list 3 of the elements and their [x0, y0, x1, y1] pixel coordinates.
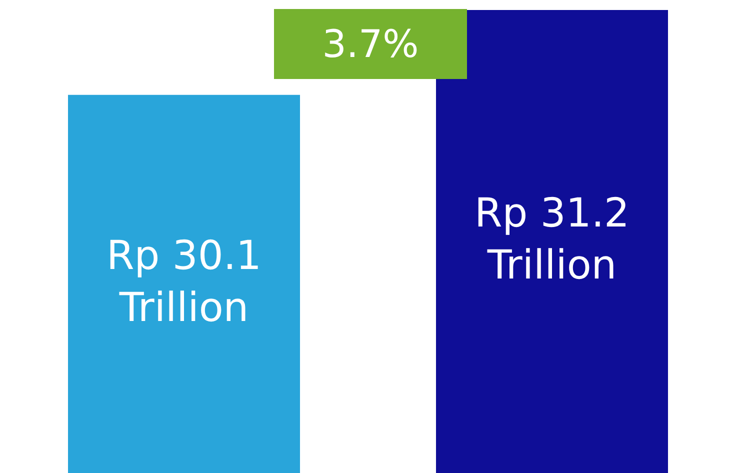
data-label: Rp 30.1 Trillion [106, 232, 262, 331]
data-label: Rp 31.2 Trillion [474, 190, 630, 288]
label-box: 3.7% [274, 9, 467, 79]
